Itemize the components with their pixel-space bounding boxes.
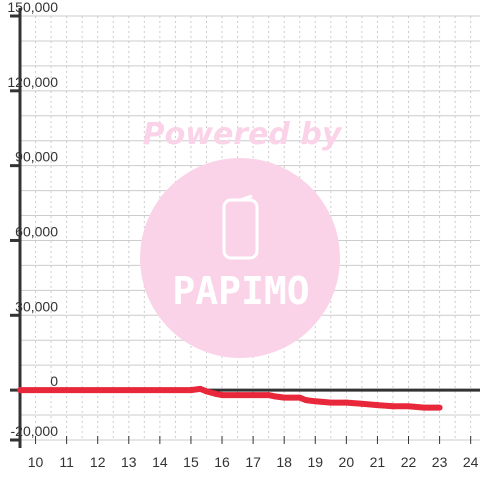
watermark: Powered by PAPIMO (140, 117, 343, 358)
data-point (327, 399, 334, 406)
x-tick-label: 22 (401, 454, 417, 470)
data-point (343, 399, 350, 406)
x-tick-label: 19 (307, 454, 323, 470)
series-line (20, 385, 440, 411)
x-tick-label: 10 (28, 454, 44, 470)
y-tick-label: 30,000 (15, 298, 58, 314)
x-tick-label: 24 (463, 454, 479, 470)
x-tick-label: 16 (214, 454, 230, 470)
data-point (389, 403, 396, 410)
data-point (234, 392, 241, 399)
watermark-logo: PAPIMO (172, 269, 309, 313)
phone-icon-antenna (239, 194, 253, 202)
data-point (203, 388, 210, 395)
series (17, 385, 443, 411)
x-tick-label: 18 (276, 454, 292, 470)
y-tick-label: -20,000 (11, 423, 59, 439)
watermark-text: Powered by (143, 117, 343, 152)
y-tick-label: 0 (50, 373, 58, 389)
x-tick-label: 11 (59, 454, 74, 470)
data-point (358, 400, 365, 407)
data-point (281, 394, 288, 401)
y-tick-label: 60,000 (15, 223, 58, 239)
x-tick-label: 13 (121, 454, 137, 470)
data-point (197, 385, 204, 392)
x-tick-label: 15 (183, 454, 199, 470)
tick-labels: -20,000 0 30,000 60,000 90,000 120,000 150,000… (7, 0, 478, 470)
data-point (17, 387, 23, 394)
x-tick-label: 17 (245, 454, 261, 470)
x-tick-label: 21 (370, 454, 386, 470)
y-tick-label: 150,000 (7, 0, 58, 15)
y-tick-label: 90,000 (15, 149, 58, 165)
data-point (250, 392, 257, 399)
x-tick-label: 20 (339, 454, 355, 470)
y-tick-label: 120,000 (7, 74, 58, 90)
data-point (436, 404, 443, 411)
data-point (421, 404, 428, 411)
data-point (187, 387, 194, 394)
data-point (265, 392, 272, 399)
data-point (219, 392, 226, 399)
x-tick-label: 23 (432, 454, 448, 470)
data-point (212, 390, 219, 397)
data-point (302, 397, 309, 404)
data-point (312, 398, 319, 405)
data-point (374, 402, 381, 409)
data-point (271, 393, 278, 400)
x-tick-label: 12 (90, 454, 106, 470)
x-tick-label: 14 (152, 454, 168, 470)
data-point (296, 394, 303, 401)
data-point (405, 403, 412, 410)
